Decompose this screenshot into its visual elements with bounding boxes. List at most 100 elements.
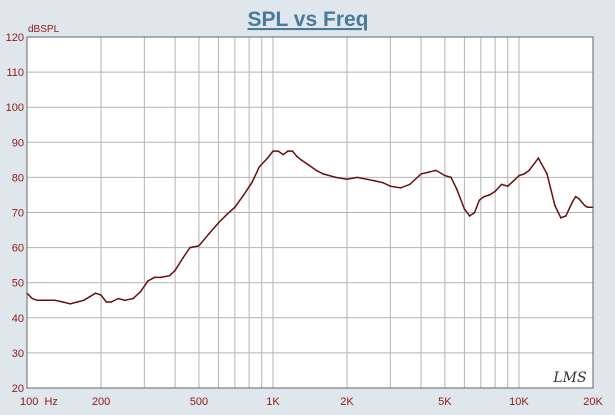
y-tick-label: 110 (6, 67, 24, 79)
data-point (189, 246, 191, 249)
data-point (409, 183, 411, 186)
y-tick-label: 90 (12, 137, 24, 149)
data-point (76, 301, 78, 303)
data-point (198, 245, 200, 247)
data-point (518, 174, 520, 177)
data-point (258, 166, 261, 168)
y-tick-label: 40 (12, 313, 24, 325)
data-point (546, 173, 548, 175)
data-point (528, 169, 530, 172)
data-point (31, 297, 33, 300)
data-point (420, 173, 422, 175)
data-point (110, 301, 112, 303)
data-point (100, 294, 102, 296)
data-point (300, 159, 302, 161)
data-point (182, 257, 184, 259)
x-tick-label: 2K (340, 396, 354, 408)
data-point (494, 190, 496, 193)
data-point (266, 157, 269, 159)
data-point (374, 180, 376, 182)
data-point (500, 183, 503, 186)
y-tick-label: 120 (6, 32, 24, 44)
data-point (139, 290, 142, 293)
data-point (389, 185, 392, 187)
y-axis-label: dBSPL (28, 24, 60, 35)
data-point (168, 274, 171, 277)
data-point (132, 297, 134, 300)
data-point (365, 178, 368, 180)
data-point (89, 295, 91, 298)
data-point (62, 301, 64, 303)
y-tick-labels: 20 30 40 50 60 70 80 90 100 110 120 (6, 32, 24, 395)
data-point (346, 178, 348, 180)
x-tick-label: 200 (92, 396, 110, 408)
data-point (463, 208, 466, 210)
x-tick-label: 10K (509, 396, 529, 408)
data-point (45, 299, 48, 302)
data-point (577, 197, 580, 200)
data-point (124, 299, 126, 302)
data-point (217, 222, 220, 224)
data-point (94, 292, 97, 295)
data-point (277, 150, 280, 152)
x-tick-label: 1K (266, 396, 280, 408)
data-point (105, 301, 108, 303)
data-point (160, 276, 162, 279)
data-point (117, 297, 120, 300)
data-point (356, 176, 359, 179)
data-point (208, 232, 210, 235)
data-point (554, 204, 556, 207)
data-point (335, 176, 337, 179)
data-point (488, 194, 491, 196)
data-point (282, 153, 285, 156)
data-point (435, 169, 437, 172)
data-point (226, 213, 228, 216)
y-tick-label: 50 (12, 278, 24, 290)
y-tick-label: 60 (12, 243, 24, 255)
data-point (287, 150, 289, 152)
data-point (565, 215, 567, 217)
data-point (571, 201, 574, 203)
x-tick-label: 500 (190, 396, 208, 408)
x-tick-labels: 100 Hz 200 500 1K 2K 5K 10K 20K (20, 396, 603, 408)
lms-watermark: LMS (552, 370, 586, 386)
data-point (586, 206, 589, 208)
x-tick-label: 20K (583, 396, 603, 408)
y-tick-label: 70 (12, 208, 24, 220)
data-point (69, 303, 72, 305)
data-point (242, 194, 245, 196)
data-point (512, 180, 515, 182)
x-tick-label: 5K (438, 396, 452, 408)
data-point (468, 215, 471, 217)
y-tick-label: 100 (6, 102, 24, 114)
data-point (444, 174, 446, 177)
data-point (322, 173, 325, 175)
data-point (234, 206, 236, 208)
chart-title: SPL vs Freq (248, 8, 369, 31)
data-point (308, 164, 310, 166)
x-tick-label: 100 Hz (20, 396, 58, 408)
data-point (296, 155, 298, 158)
data-point (54, 299, 56, 302)
data-point (583, 204, 586, 207)
data-point (523, 173, 525, 175)
data-point (456, 188, 458, 191)
data-point (315, 169, 318, 172)
data-point (428, 171, 430, 173)
data-point (478, 199, 481, 201)
data-point (537, 157, 540, 159)
data-point (153, 276, 156, 279)
data-point (399, 187, 402, 189)
data-point (36, 299, 38, 302)
data-point (450, 176, 452, 179)
data-point (574, 195, 577, 198)
data-point (291, 150, 294, 152)
data-point (506, 185, 509, 187)
plot-border (26, 36, 594, 389)
data-point (251, 181, 253, 184)
data-point (483, 195, 485, 198)
data-point (473, 211, 476, 214)
data-point (82, 299, 85, 302)
y-tick-label: 80 (12, 172, 24, 184)
